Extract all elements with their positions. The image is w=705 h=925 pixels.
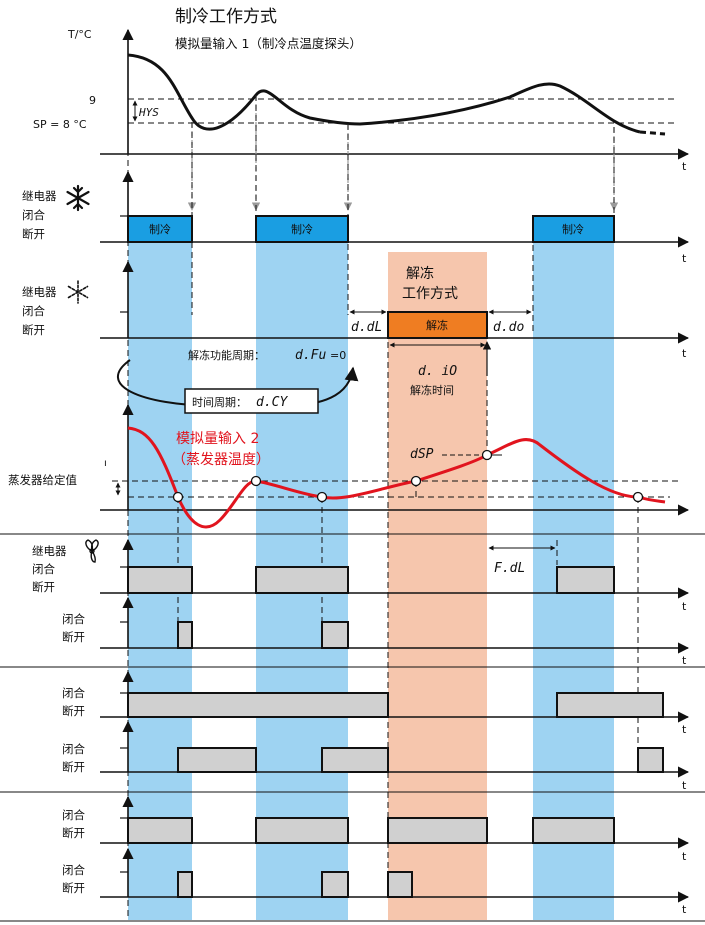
panel8-pulse-3: [637, 747, 664, 773]
dio-label: d. iO: [418, 364, 457, 379]
panel8-pulse-1: [177, 747, 257, 773]
fan-relay-label: 继电器: [32, 544, 67, 558]
defrost-snowflake-icon: [67, 280, 89, 304]
fan-pulse-2: [255, 566, 349, 594]
relay1-t-label: t: [682, 252, 687, 265]
svg-text:制冷: 制冷: [291, 223, 313, 236]
relay-panel-10: 闭合 断开 t: [62, 847, 690, 916]
ddo-label: d.do: [493, 320, 524, 335]
panel10-on: 闭合: [62, 863, 85, 877]
evaporator-panel: ı 蒸发器给定值 模拟量输入 2 （蒸发器温度） dSP: [8, 403, 690, 529]
panel10-pulse-2: [321, 871, 349, 898]
panel10-t-label: t: [682, 903, 687, 916]
panel6-t-label: t: [682, 654, 687, 667]
panel9-pulse-1: [127, 817, 193, 844]
panel6-on: 闭合: [62, 612, 85, 626]
fan-icon: [85, 539, 99, 563]
dsp-label: dSP: [410, 447, 434, 462]
temp-t-label: t: [682, 160, 687, 173]
evap-input-line1: 模拟量输入 2: [176, 431, 259, 447]
diagram-title: 制冷工作方式: [175, 7, 277, 27]
dfu-prefix: 解冻功能周期：: [188, 348, 265, 362]
panel9-t-label: t: [682, 850, 687, 863]
panel7-on: 闭合: [62, 686, 85, 700]
defrost-band: [388, 252, 487, 920]
dfu-value: =0: [330, 349, 346, 362]
panel9-on: 闭合: [62, 808, 85, 822]
svg-text:制冷: 制冷: [562, 223, 584, 236]
dfu-code: d.Fu: [295, 348, 326, 363]
fan-relay-panel: 继电器 闭合 断开 F.dL t: [32, 538, 690, 613]
relay-panel-8: 闭合 断开 t: [62, 720, 690, 792]
defrost-relay-on: 闭合: [22, 304, 45, 318]
panel10-off: 断开: [62, 881, 85, 895]
tick-sp-label: SP = 8 °C: [33, 118, 87, 131]
panel8-t-label: t: [682, 779, 687, 792]
temp-axis-label: T/°C: [67, 28, 92, 41]
crossing-markers: [172, 449, 644, 503]
panel7-pulse-2: [556, 692, 664, 718]
fan-relay-off: 断开: [32, 580, 55, 594]
defrost-pulse: 解冻: [387, 311, 488, 339]
panel7-off: 断开: [62, 704, 85, 718]
cooling-relay-off: 断开: [22, 227, 45, 241]
fan-pulse-3: [556, 566, 615, 594]
dcy-box: [184, 388, 319, 414]
defrost-mode-line2: 工作方式: [402, 286, 458, 302]
panel9-off: 断开: [62, 826, 85, 840]
hys-label: HYS: [138, 106, 159, 119]
relay2-t-label: t: [682, 347, 687, 360]
cooling-relay-label: 继电器: [22, 189, 57, 203]
diagram-subtitle: 模拟量输入 1（制冷点温度探头）: [175, 36, 362, 51]
snowflake-icon: [66, 184, 90, 212]
panel7-t-label: t: [682, 723, 687, 736]
defrost-relay-off: 断开: [22, 323, 45, 337]
cooling-pulse-2: 制冷: [255, 215, 349, 243]
panel10-pulse-3: [387, 871, 413, 898]
cooling-relay-on: 闭合: [22, 208, 45, 222]
tick-9-label: 9: [89, 94, 96, 107]
fan-relay-on: 闭合: [32, 562, 55, 576]
panel9-pulse-2: [255, 817, 349, 844]
dio-sub-label: 解冻时间: [410, 383, 454, 397]
svg-text:制冷: 制冷: [149, 223, 171, 236]
trigger-arrows: [187, 95, 619, 211]
temperature-curve: [127, 53, 641, 134]
ddl-label: d.dL: [351, 320, 382, 335]
fan-t-label: t: [682, 600, 687, 613]
svg-text:解冻: 解冻: [426, 318, 448, 332]
panel7-pulse-1: [127, 692, 389, 718]
panel9-pulse-3: [387, 817, 488, 844]
panel6-pulse-1: [177, 621, 193, 649]
panel8-pulse-2: [321, 747, 389, 773]
defrost-relay-label: 继电器: [22, 285, 57, 299]
cooling-relay-panel: 继电器 闭合 断开 制冷 制冷 制冷 t: [22, 170, 690, 265]
cooling-pulse-3: 制冷: [532, 215, 615, 243]
relay-panel-9: 闭合 断开 t: [62, 795, 690, 863]
evap-input-line2: （蒸发器温度）: [172, 452, 270, 468]
defrost-relay-panel: 继电器 闭合 断开 解冻 工作方式 解冻 d.dL d.do d. iO 解冻时…: [22, 260, 690, 414]
defrost-mode-line1: 解冻: [406, 265, 434, 282]
evap-small-mark: ı: [104, 458, 107, 469]
evap-setpoint-label: 蒸发器给定值: [8, 473, 77, 487]
relay-panel-7: 闭合 断开 t: [62, 670, 690, 736]
panel10-pulse-1: [177, 871, 193, 898]
evaporator-curve: [127, 426, 666, 529]
panel8-on: 闭合: [62, 742, 85, 756]
panel9-pulse-4: [532, 817, 615, 844]
cooling-pulse-1: 制冷: [127, 215, 193, 243]
relay-panel-6: 闭合 断开 t: [62, 596, 690, 667]
panel6-off: 断开: [62, 630, 85, 644]
dcy-code: d.CY: [256, 395, 288, 410]
dcy-prefix: 时间周期：: [192, 396, 247, 409]
fan-pulse-1: [127, 566, 193, 594]
fdl-label: F.dL: [494, 561, 525, 576]
panel8-off: 断开: [62, 760, 85, 774]
panel6-pulse-2: [321, 621, 349, 649]
